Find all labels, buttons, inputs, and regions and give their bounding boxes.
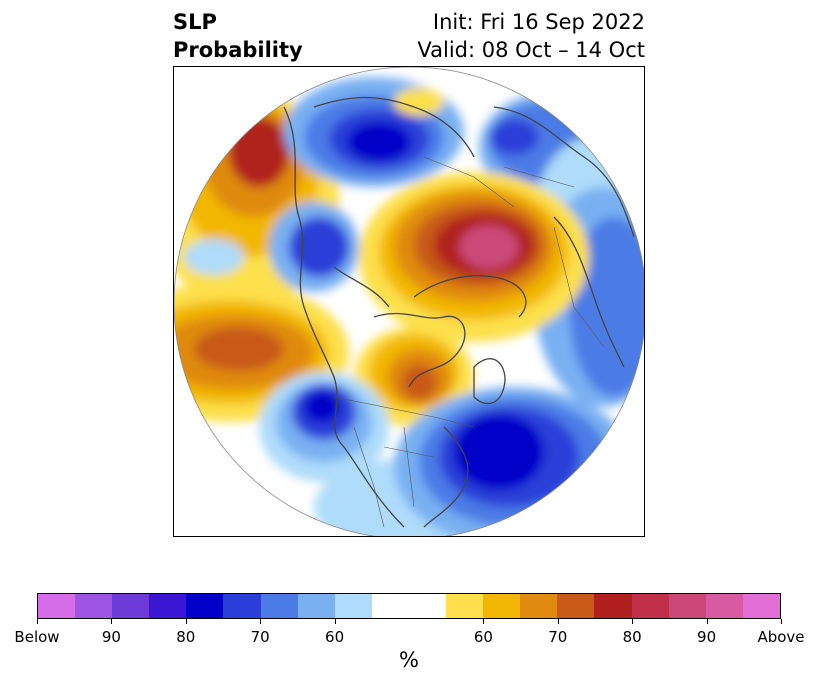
- polar-map: [173, 66, 645, 537]
- probability-field: [174, 67, 644, 536]
- colorbar-cell: [594, 594, 632, 618]
- colorbar-cell: [520, 594, 558, 618]
- colorbar-tick-label: 80: [622, 628, 642, 646]
- colorbar-cell: [334, 594, 372, 618]
- colorbar-cell: [668, 594, 706, 618]
- colorbar-cell: [631, 594, 669, 618]
- colorbar-tick-mark: [557, 619, 559, 624]
- colorbar-tick-label: 70: [548, 628, 568, 646]
- init-date: Init: Fri 16 Sep 2022: [432, 10, 645, 34]
- colorbar-cell: [297, 594, 335, 618]
- colorbar-tick-label: 80: [176, 628, 196, 646]
- colorbar-cell: [75, 594, 113, 618]
- colorbar-tick-label: 60: [325, 628, 345, 646]
- colorbar-cell: [149, 594, 187, 618]
- plot-title-right: Init: Fri 16 Sep 2022 Valid: 08 Oct – 14…: [417, 8, 645, 64]
- colorbar-cell: [483, 594, 521, 618]
- colorbar-cell: [557, 594, 595, 618]
- colorbar-tick-mark: [260, 619, 262, 624]
- colorbar-tick-mark: [37, 619, 38, 624]
- colorbar-cell: [260, 594, 298, 618]
- valid-dates: Valid: 08 Oct – 14 Oct: [417, 38, 645, 62]
- colorbar-tick-mark: [706, 619, 708, 624]
- colorbar-unit: %: [399, 648, 419, 672]
- colorbar-tick-mark: [185, 619, 187, 624]
- colorbar-tick-label: Above: [757, 628, 805, 646]
- colorbar-tick-label: 60: [473, 628, 493, 646]
- colorbar: [37, 593, 781, 619]
- colorbar-tick-label: 90: [697, 628, 717, 646]
- colorbar-cell: [223, 594, 261, 618]
- colorbar-cell: [705, 594, 743, 618]
- colorbar-cell: [38, 594, 76, 618]
- coastlines: [283, 96, 635, 528]
- colorbar-cell: [408, 594, 447, 618]
- borders: [333, 156, 605, 528]
- colorbar-cell: [446, 594, 484, 618]
- colorbar-tick-label: 90: [101, 628, 121, 646]
- colorbar-cell: [186, 594, 224, 618]
- colorbar-tick-label: 70: [250, 628, 270, 646]
- colorbar-tick-label: Below: [14, 628, 60, 646]
- colorbar-cell: [742, 594, 780, 618]
- colorbar-cell: [371, 594, 409, 618]
- colorbar-cell: [112, 594, 150, 618]
- title-variable: SLP: [173, 10, 217, 34]
- colorbar-tick-mark: [334, 619, 336, 624]
- title-type: Probability: [173, 38, 303, 62]
- colorbar-tick-mark: [781, 619, 782, 624]
- colorbar-tick-mark: [632, 619, 634, 624]
- colorbar-tick-mark: [111, 619, 113, 624]
- map-canvas: [174, 67, 644, 536]
- plot-title-left: SLP Probability: [173, 8, 303, 64]
- colorbar-tick-mark: [483, 619, 485, 624]
